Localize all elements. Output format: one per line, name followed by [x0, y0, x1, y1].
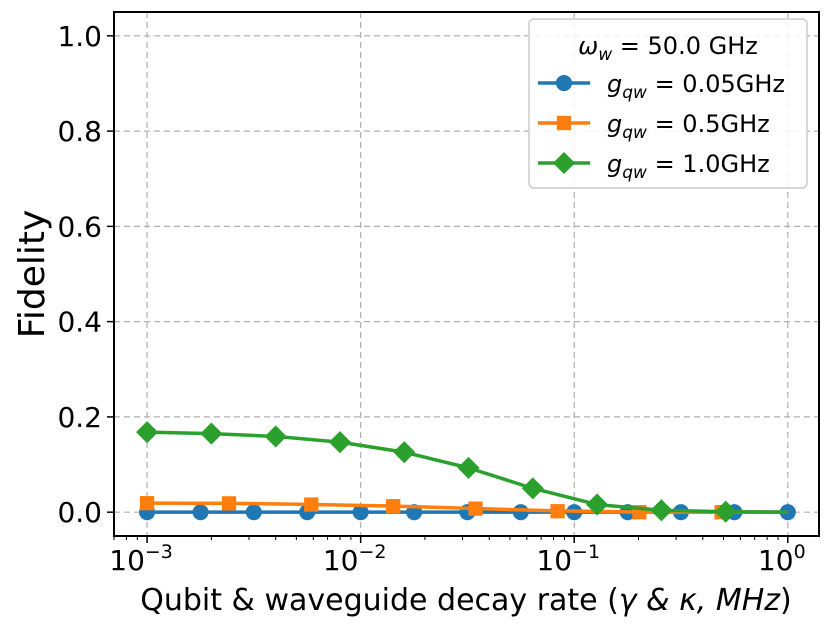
- data-point: [556, 115, 572, 131]
- legend-label: gqw = 0.5GHz: [607, 110, 770, 143]
- data-point: [386, 499, 401, 514]
- legend-title: ωw = 50.0 GHz: [578, 32, 758, 65]
- data-point: [457, 456, 480, 479]
- data-point: [468, 501, 483, 516]
- data-point: [779, 504, 796, 521]
- x-tick-label: 10−2: [323, 541, 387, 577]
- series-layer: [136, 421, 796, 523]
- y-tick-label: 0.0: [57, 496, 102, 529]
- series-diamond: [136, 421, 788, 523]
- legend-entry: gqw = 0.5GHz: [538, 110, 770, 143]
- x-axis-label: Qubit & waveguide decay rate (γ & κ, MHz…: [140, 583, 792, 618]
- data-point: [264, 425, 287, 448]
- data-point: [136, 421, 159, 444]
- data-point: [192, 504, 209, 521]
- x-tick-label: 10−3: [109, 541, 173, 577]
- legend-entry: gqw = 0.05GHz: [538, 70, 785, 103]
- x-tick-label: 10−1: [536, 541, 600, 577]
- legend-label: gqw = 0.05GHz: [607, 70, 785, 103]
- data-point: [304, 497, 319, 512]
- plot-frame: [113, 11, 820, 537]
- y-tick-label: 0.6: [57, 210, 102, 243]
- data-point: [650, 499, 673, 522]
- y-axis-label: Fidelity: [12, 210, 53, 339]
- data-point: [328, 431, 352, 454]
- x-tick-label: 100: [758, 541, 806, 577]
- data-point: [552, 151, 576, 175]
- data-point: [139, 495, 155, 511]
- data-point: [221, 496, 237, 511]
- data-point: [245, 504, 262, 521]
- y-tick-label: 1.0: [57, 20, 102, 53]
- y-tick-label: 0.8: [57, 115, 102, 148]
- axis-ticks: 0.0 0.2 0.4 0.6 0.8 1.0 10−3 10−2 10−1 100: [57, 20, 805, 577]
- legend-box: [528, 18, 808, 189]
- legend-entries: gqw = 0.05GHz gqw = 0.5GHz gqw = 1.0GHz: [538, 70, 785, 183]
- data-point: [714, 500, 737, 523]
- data-point: [393, 441, 416, 464]
- data-point: [550, 504, 565, 519]
- legend-entry: gqw = 1.0GHz: [538, 150, 770, 183]
- legend-label: gqw = 1.0GHz: [607, 150, 770, 183]
- y-tick-label: 0.2: [57, 401, 102, 434]
- data-point: [555, 74, 573, 92]
- data-point: [352, 504, 369, 521]
- data-point: [586, 493, 609, 516]
- data-point: [521, 477, 544, 500]
- data-point: [512, 504, 529, 521]
- y-tick-label: 0.4: [57, 306, 102, 339]
- data-point: [200, 422, 223, 445]
